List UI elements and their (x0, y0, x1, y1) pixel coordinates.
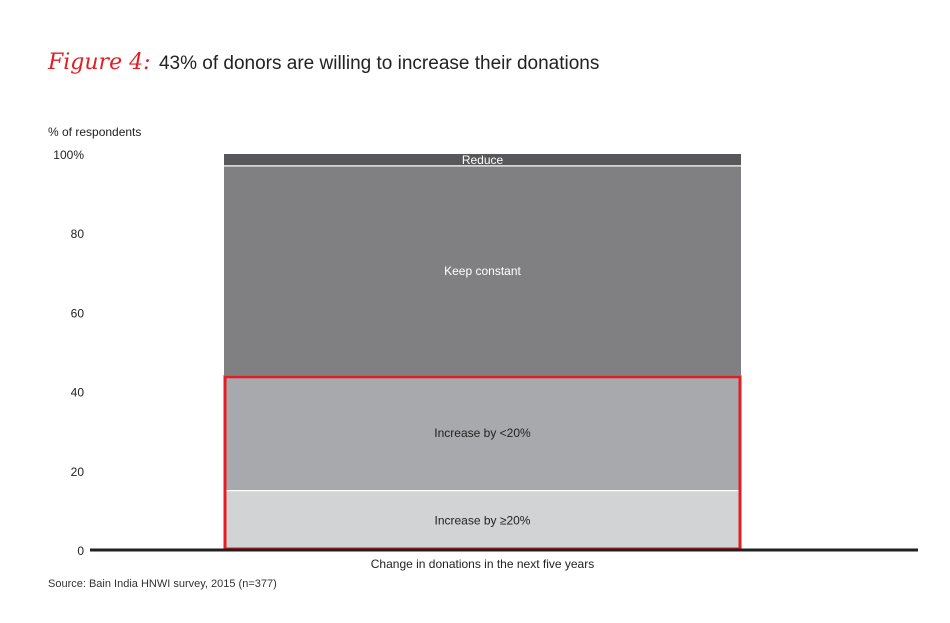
figure-title-text: 43% of donors are willing to increase th… (158, 53, 600, 74)
y-tick-label-0: 0 (77, 544, 84, 558)
y-tick-label-100: 100% (53, 148, 84, 162)
source-note: Source: Bain India HNWI survey, 2015 (n=… (48, 578, 277, 590)
y-tick-label-40: 40 (71, 386, 85, 400)
bar-segment-increase-ge20 (224, 490, 741, 550)
y-tick-label-80: 80 (71, 227, 85, 241)
segment-label-reduce: Reduce (462, 153, 504, 167)
figure-title: Figure 4: 43% of donors are willing to i… (48, 50, 599, 75)
y-axis-title: % of respondents (48, 125, 141, 139)
segment-label-keep-constant: Keep constant (444, 264, 521, 278)
x-axis-title: Change in donations in the next five yea… (371, 557, 594, 571)
figure-label: Figure 4: (48, 50, 151, 75)
bar-segment-increase-lt20 (224, 375, 741, 491)
y-tick-label-20: 20 (71, 465, 85, 479)
y-tick-label-60: 60 (71, 306, 85, 320)
segment-label-increase-ge20: Increase by ≥20% (435, 513, 531, 527)
bar-segment-reduce (224, 154, 741, 166)
segment-label-increase-lt20: Increase by <20% (434, 426, 531, 440)
bar-segment-keep-constant (224, 165, 741, 376)
